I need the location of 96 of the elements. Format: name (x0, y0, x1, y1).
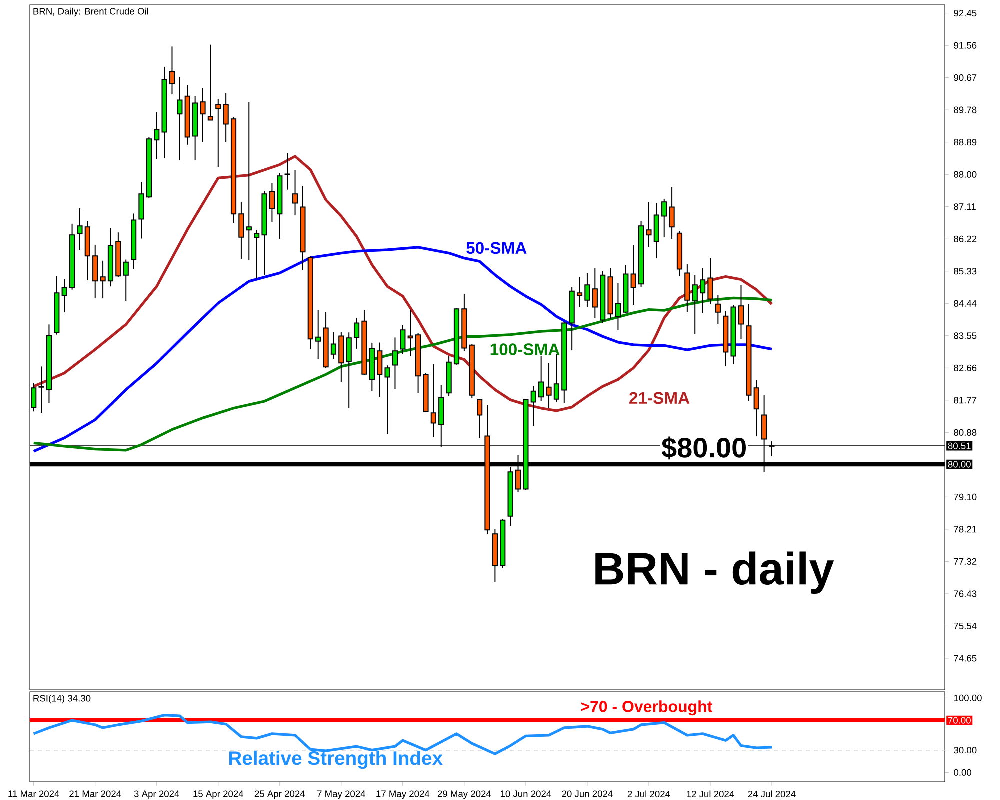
y-tick-label: 76.43 (954, 590, 977, 598)
candlestick (400, 324, 406, 355)
candlestick (177, 76, 183, 161)
candlestick (700, 268, 706, 314)
candlestick (77, 208, 83, 250)
x-tick-label: 29 May 2024 (438, 790, 492, 800)
y-tick-label: 81.77 (954, 397, 977, 404)
ref-line-label: 80.51 (948, 442, 971, 450)
candlestick (477, 398, 483, 439)
y-tick-label: 92.45 (954, 10, 977, 17)
candlestick (408, 310, 414, 357)
x-tick-label: 11 Mar 2024 (8, 790, 60, 798)
x-tick-label: 7 May 2024 (318, 790, 366, 800)
candlestick (284, 152, 290, 190)
candlestick (246, 102, 252, 261)
candlestick (630, 244, 636, 306)
candlestick (169, 46, 176, 96)
candlestick (584, 272, 590, 308)
candlestick (354, 318, 360, 350)
x-tick-label: 12 Jul 2024 (687, 790, 734, 798)
candlestick (223, 92, 229, 142)
x-tick-label: 15 Apr 2024 (194, 790, 244, 800)
y-tick-label: 88.00 (954, 171, 977, 178)
candlestick (269, 182, 276, 223)
candlestick (615, 282, 622, 331)
y-tick-label: 91.56 (954, 42, 977, 49)
x-tick-label: 20 Jun 2024 (562, 790, 613, 798)
y-tick-label: 74.65 (954, 655, 977, 662)
candlestick (62, 278, 68, 313)
x-tick-label: 3 Apr 2024 (134, 790, 180, 800)
x-tick-label: 24 Jul 2024 (748, 790, 796, 798)
candlestick (669, 186, 675, 240)
y-tick-label: 82.66 (954, 364, 977, 372)
candlestick (576, 276, 583, 308)
ref-line-label: 80.00 (948, 461, 971, 468)
candlestick (208, 44, 214, 121)
series-label: 21-SMA (630, 392, 690, 404)
y-tick-label: 0.00 (954, 769, 972, 776)
y-tick-label: 86.22 (954, 236, 977, 242)
candlestick (292, 170, 298, 216)
candlestick (100, 260, 106, 300)
y-tick-label: 79.10 (954, 494, 977, 500)
y-tick-label: 89.78 (954, 106, 977, 114)
y-tick-label: 88.89 (954, 139, 977, 146)
candlestick (123, 259, 129, 302)
candlestick (715, 294, 721, 325)
candlestick (662, 198, 668, 238)
chart-title: BRN, Daily: Brent Crude Oil (34, 8, 148, 17)
candlestick (346, 332, 352, 409)
candlestick (216, 98, 222, 168)
candlestick (546, 362, 552, 409)
candlestick (154, 112, 160, 160)
candlestick (554, 354, 560, 403)
x-tick-label: 25 Apr 2024 (254, 790, 306, 800)
y-tick-label: 80.88 (954, 429, 977, 436)
candlestick (646, 202, 652, 248)
candlestick (384, 365, 390, 435)
candlestick (530, 386, 536, 427)
y-tick-label: 78.21 (954, 526, 977, 533)
candlestick (200, 87, 206, 142)
y-tick-label: 84.44 (954, 300, 977, 307)
candlestick (392, 337, 398, 390)
series-label: Relative Strength Index (229, 750, 443, 770)
x-tick-label: 2 Jul 2024 (628, 790, 670, 798)
annotation: BRN - daily (596, 552, 834, 594)
series-label: 100-SMA (490, 344, 560, 356)
candlestick (592, 268, 598, 319)
y-tick-label: 75.54 (954, 622, 977, 630)
candlestick (692, 274, 698, 335)
candlestick (538, 356, 544, 402)
y-tick-label: 85.33 (954, 268, 977, 275)
candlestick (316, 310, 322, 360)
x-tick-label: 21 Mar 2024 (70, 790, 122, 798)
y-tick-label: 83.55 (954, 332, 977, 340)
chart-title: RSI(14) 34.30 (34, 694, 91, 704)
annotation: $80.00 (662, 436, 746, 460)
y-tick-label: 87.11 (954, 204, 976, 210)
candlestick (377, 342, 383, 398)
series-label: 50-SMA (466, 242, 527, 254)
x-tick-label: 17 May 2024 (376, 790, 430, 800)
y-tick-label: 30.00 (954, 747, 977, 754)
candlestick (238, 202, 244, 260)
annotation: >70 - Overbought (581, 700, 712, 716)
x-tick-label: 10 Jun 2024 (500, 790, 552, 798)
y-tick-label: 90.67 (954, 74, 977, 82)
ref-line-label: 70.00 (948, 717, 971, 724)
candlestick (738, 284, 744, 340)
candlestick (430, 364, 436, 438)
candlestick (254, 230, 260, 280)
line-series (32, 155, 774, 412)
y-tick-label: 100.00 (954, 694, 982, 702)
candlestick (330, 332, 337, 360)
candlestick (754, 380, 760, 437)
y-tick-label: 77.32 (954, 558, 977, 565)
candlestick (708, 258, 714, 305)
candlestick (38, 366, 44, 414)
